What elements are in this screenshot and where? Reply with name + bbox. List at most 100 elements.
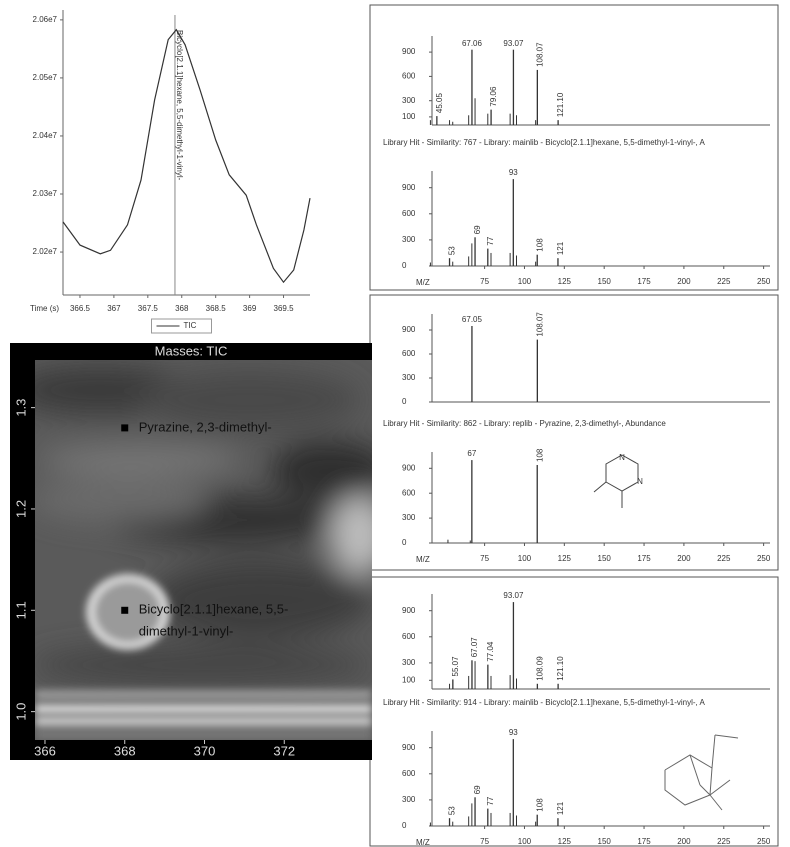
page: Masses: TIC3663683703721.01.11.21.3Pyraz… xyxy=(0,0,790,847)
pyrazine-structure xyxy=(594,455,638,508)
panel-frame xyxy=(370,295,778,570)
x-tick-label: 75 xyxy=(480,277,489,286)
peak-label: 93 xyxy=(509,728,518,737)
library-hit-title: Library Hit - Similarity: 862 - Library:… xyxy=(383,419,666,428)
peak-label: 77.04 xyxy=(486,641,495,662)
x-tick-label: 225 xyxy=(717,554,731,563)
x-tick-label: 250 xyxy=(757,554,771,563)
y-tick-label: 1.0 xyxy=(13,703,28,721)
peak-label: 55.07 xyxy=(451,656,460,677)
point-marker xyxy=(121,607,128,614)
y-tick-label: 1.1 xyxy=(13,601,28,619)
y-tick-label: 300 xyxy=(402,373,416,382)
y-tick-label: 0 xyxy=(402,261,407,270)
y-tick-label: 100 xyxy=(402,675,416,684)
peak-label: 53 xyxy=(448,806,457,815)
x-axis-label: M/Z xyxy=(416,555,430,564)
point-label: Pyrazine, 2,3-dimethyl- xyxy=(139,419,272,434)
y-tick-label: 2.04e7 xyxy=(33,131,58,140)
y-tick-label: 0 xyxy=(402,397,407,406)
peak-label: 108 xyxy=(535,238,544,252)
panel-frame xyxy=(370,577,778,846)
x-tick-label: 200 xyxy=(677,837,691,846)
peak-label: 69 xyxy=(473,225,482,234)
heatmap-image xyxy=(10,360,390,740)
peak-label: 69 xyxy=(473,785,482,794)
point-label: Bicyclo[2.1.1]hexane, 5,5- xyxy=(139,602,289,617)
y-tick-label: 300 xyxy=(402,96,416,105)
x-tick-label: 367.5 xyxy=(138,304,159,313)
peak-label: 93.07 xyxy=(503,39,524,48)
point-label: dimethyl-1-vinyl- xyxy=(139,624,234,639)
peak-label: 121 xyxy=(556,801,565,815)
peak-label: 45.05 xyxy=(435,93,444,114)
y-tick-label: 1.2 xyxy=(13,500,28,518)
x-tick-label: 125 xyxy=(558,277,572,286)
atom-label: N xyxy=(619,453,625,462)
x-tick-label: 369 xyxy=(243,304,257,313)
x-tick-label: 250 xyxy=(757,277,771,286)
peak-label: 108 xyxy=(535,448,544,462)
y-tick-label: 300 xyxy=(402,795,416,804)
y-tick-label: 900 xyxy=(402,47,416,56)
annotation: Bicyclo[2.1.1]hexane, 5,5-dimethyl-1-vin… xyxy=(175,30,184,181)
y-tick-label: 2.02e7 xyxy=(33,247,58,256)
x-tick-label: 125 xyxy=(558,837,572,846)
x-axis-label: M/Z xyxy=(416,278,430,287)
x-tick-label: 175 xyxy=(637,837,651,846)
y-tick-label: 2.06e7 xyxy=(33,15,58,24)
peak-label: 108.09 xyxy=(535,656,544,681)
y-tick-label: 0 xyxy=(402,821,407,830)
peak-label: 121 xyxy=(556,241,565,255)
peak-label: 67.05 xyxy=(462,315,483,324)
y-tick-label: 300 xyxy=(402,235,416,244)
x-tick-label: 175 xyxy=(637,554,651,563)
x-tick-label: 225 xyxy=(717,837,731,846)
peak-label: 121.10 xyxy=(556,92,565,117)
y-tick-label: 1.3 xyxy=(13,399,28,417)
x-tick-label: 100 xyxy=(518,277,532,286)
peak-label: 67 xyxy=(467,449,476,458)
peak-label: 67.06 xyxy=(462,39,483,48)
y-tick-label: 2.03e7 xyxy=(33,189,58,198)
panel-frame xyxy=(370,5,778,290)
y-tick-label: 0 xyxy=(402,538,407,547)
x-axis-label: M/Z xyxy=(416,838,430,847)
y-tick-label: 600 xyxy=(402,632,416,641)
x-tick-label: 150 xyxy=(598,837,612,846)
peak-label: 108.07 xyxy=(535,312,544,337)
line-series xyxy=(63,30,310,283)
x-tick-label: 75 xyxy=(480,554,489,563)
y-tick-label: 600 xyxy=(402,488,416,497)
bicyclohexane-structure xyxy=(665,735,738,810)
figure: Masses: TIC3663683703721.01.11.21.3Pyraz… xyxy=(0,0,790,847)
peak-label: 108.07 xyxy=(535,42,544,67)
x-tick-label: 125 xyxy=(558,554,572,563)
peak-label: 121.10 xyxy=(556,656,565,681)
x-axis-label: Time (s) xyxy=(30,304,59,313)
atom-label: N xyxy=(637,477,643,486)
peak-label: 93 xyxy=(509,168,518,177)
y-tick-label: 100 xyxy=(402,112,416,121)
peak-label: 79.06 xyxy=(489,86,498,107)
y-tick-label: 900 xyxy=(402,183,416,192)
y-tick-label: 600 xyxy=(402,72,416,81)
peak-label: 93.07 xyxy=(503,591,524,600)
x-tick-label: 250 xyxy=(757,837,771,846)
peak-label: 77 xyxy=(486,796,495,805)
y-tick-label: 2.05e7 xyxy=(33,73,58,82)
x-tick-label: 100 xyxy=(518,554,532,563)
x-tick-label: 100 xyxy=(518,837,532,846)
x-tick-label: 367 xyxy=(107,304,121,313)
x-tick-label: 368 xyxy=(114,743,136,758)
library-hit-title: Library Hit - Similarity: 914 - Library:… xyxy=(383,698,706,707)
y-tick-label: 900 xyxy=(402,325,416,334)
x-tick-label: 150 xyxy=(598,554,612,563)
x-tick-label: 369.5 xyxy=(274,304,295,313)
point-marker xyxy=(121,424,128,431)
y-tick-label: 300 xyxy=(402,658,416,667)
x-tick-label: 175 xyxy=(637,277,651,286)
x-tick-label: 372 xyxy=(273,743,295,758)
x-tick-label: 200 xyxy=(677,554,691,563)
